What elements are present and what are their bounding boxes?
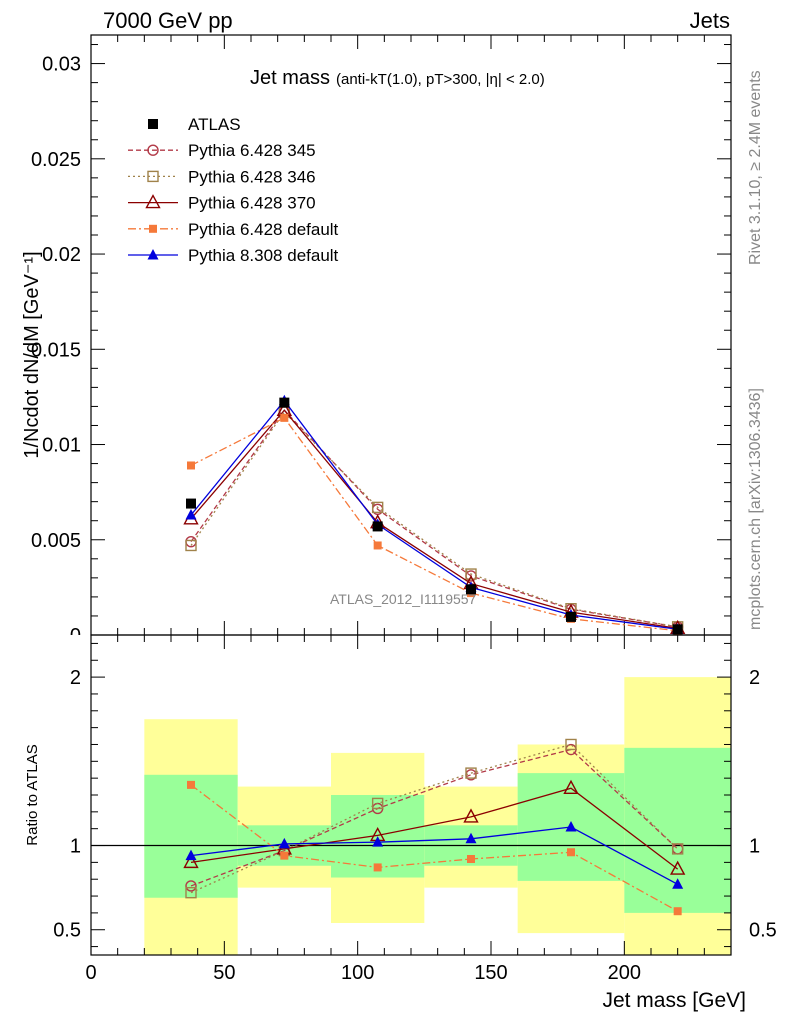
ratio-series-line	[190, 784, 678, 912]
y-tick-label: 0.025	[31, 149, 81, 171]
rivet-label: Rivet 3.1.10, ≥ 2.4M events	[747, 70, 764, 265]
series-line	[190, 409, 678, 628]
series-line	[190, 417, 678, 632]
y-tick-label: 0	[70, 625, 81, 647]
data-point	[186, 498, 196, 509]
series-point	[280, 413, 289, 422]
data-point	[566, 611, 576, 622]
series-point	[187, 461, 195, 470]
legend-marker	[147, 249, 159, 260]
x-tick-label: 150	[474, 962, 507, 984]
y-tick-label: 0.03	[42, 54, 81, 76]
ratio-series-point	[187, 780, 195, 789]
x-axis-label: Jet mass [GeV]	[602, 989, 746, 1012]
ratio-panel: 0.5 0.5 1 1 2 2 0 50 100 150 200 Ratio to ATLAS Je…	[24, 634, 777, 1012]
series-point	[465, 568, 477, 580]
y-tick-label: 0.02	[42, 244, 81, 266]
data-point	[672, 624, 683, 635]
series-line	[190, 411, 678, 628]
ratio-series-point	[280, 851, 289, 860]
legend-marker	[145, 194, 161, 209]
ratio-series-point	[185, 886, 197, 899]
series-line	[190, 409, 678, 629]
legend-label: Pythia 6.428 345	[188, 141, 316, 160]
y-tick-label: 0.005	[31, 530, 81, 552]
ratio-frame	[90, 634, 732, 956]
series-point	[185, 539, 197, 552]
ratio-series-line	[190, 748, 679, 887]
mcplots-label: mcplots.cern.ch [arXiv:1306.3436]	[747, 388, 764, 630]
watermark: ATLAS_2012_I1119557	[330, 591, 477, 607]
ratio-series-point	[185, 880, 197, 892]
x-tick-label: 50	[213, 962, 235, 984]
ratio-series-point	[563, 779, 579, 794]
legend-label: Pythia 6.428 370	[188, 194, 316, 213]
legend-label: Pythia 6.428 default	[188, 220, 339, 239]
main-title-detail: (anti-kT(1.0), pT>300, |η| < 2.0)	[336, 71, 545, 88]
data-point	[466, 584, 476, 595]
ratio-series-point	[567, 848, 575, 857]
ratio-y-tick-label: 0.5	[53, 920, 81, 942]
ratio-y-tick-label-right: 1	[749, 836, 760, 858]
series-point	[373, 541, 382, 550]
main-y-label: 1/Ncdot dN/dM [GeV⁻¹]	[21, 251, 43, 458]
ratio-series-point	[463, 808, 479, 823]
ratio-series-point	[669, 860, 686, 875]
ratio-y-tick-label-right: 2	[749, 667, 760, 689]
x-tick-label: 0	[85, 962, 96, 984]
ratio-series-point	[673, 907, 682, 916]
ratio-series-point	[278, 837, 290, 849]
ratio-y-tick-label-right: 0.5	[749, 920, 777, 942]
legend: ATLAS Pythia 6.428 345 Pythia 6.428 346 Pyt…	[128, 115, 339, 265]
legend-marker	[149, 224, 157, 233]
ratio-series-point	[565, 738, 577, 751]
ratio-series-point	[371, 797, 384, 810]
ratio-series-line	[190, 787, 679, 870]
ratio-series-line	[190, 743, 679, 894]
ratio-series-point	[671, 843, 684, 855]
ratio-y-tick-label: 1	[70, 836, 81, 858]
series-point	[371, 501, 384, 514]
ratio-series-point	[185, 849, 197, 861]
main-title: Jet mass	[250, 67, 330, 89]
ratio-y-tick-label: 2	[70, 667, 81, 689]
series-line	[190, 399, 678, 630]
x-tick-label: 200	[608, 962, 641, 984]
series-point	[185, 509, 197, 520]
ratio-y-label: Ratio to ATLAS	[24, 744, 41, 845]
legend-marker	[147, 144, 159, 156]
ratio-series-point	[465, 767, 477, 779]
x-tick-label: 100	[341, 962, 374, 984]
ratio-series-point	[372, 836, 384, 847]
ratio-series-point	[465, 832, 477, 844]
header-right: Jets	[690, 8, 730, 33]
ratio-series-point	[183, 853, 199, 869]
data-point	[372, 521, 383, 532]
header-left: 7000 GeV pp	[103, 8, 233, 33]
main-panel: 0.005 0.01 0.015 0.02 0.025 0.03 0 Jet mass (a…	[21, 34, 732, 647]
ratio-series-point	[467, 855, 475, 863]
green-band	[144, 774, 238, 898]
ratio-series-point	[565, 821, 577, 832]
legend-marker	[148, 119, 158, 129]
y-tick-label: 0.015	[31, 339, 81, 361]
legend-marker	[147, 170, 159, 183]
ratio-series-point	[672, 878, 684, 889]
ratio-series-line	[190, 826, 678, 885]
legend-label: Pythia 6.428 346	[188, 167, 316, 186]
legend-label: ATLAS	[188, 115, 241, 134]
data-point	[279, 397, 290, 408]
y-tick-label: 0.01	[42, 435, 81, 457]
legend-label: Pythia 8.308 default	[188, 246, 339, 265]
ratio-series-point	[373, 863, 382, 872]
